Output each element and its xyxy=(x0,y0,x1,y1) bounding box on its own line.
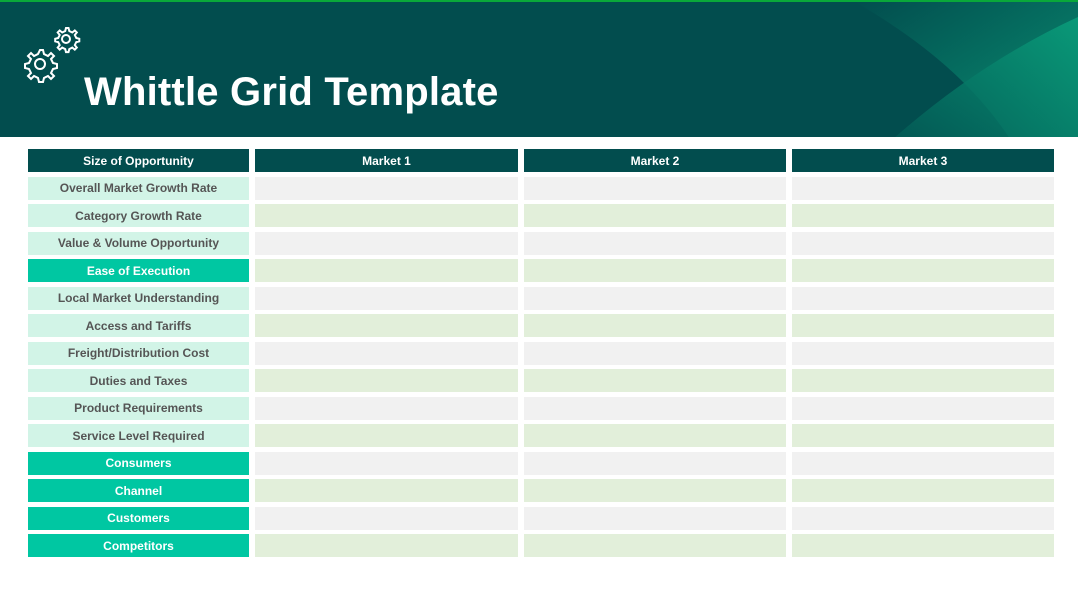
market-1-cell[interactable] xyxy=(255,259,518,282)
section-label: Customers xyxy=(28,506,249,530)
market-2-cell[interactable] xyxy=(524,534,786,557)
market-1-cell[interactable] xyxy=(255,506,518,530)
section-label: Channel xyxy=(28,479,249,502)
market-3-cell[interactable] xyxy=(792,176,1054,200)
market-2-cell[interactable] xyxy=(524,369,786,392)
column-header-market-2: Market 2 xyxy=(524,149,786,172)
market-3-cell[interactable] xyxy=(792,341,1054,365)
market-3-cell[interactable] xyxy=(792,451,1054,475)
market-1-cell[interactable] xyxy=(255,534,518,557)
section-label: Competitors xyxy=(28,534,249,557)
market-3-cell[interactable] xyxy=(792,424,1054,447)
row-label: Service Level Required xyxy=(28,424,249,447)
market-3-cell[interactable] xyxy=(792,231,1054,255)
market-2-cell[interactable] xyxy=(524,286,786,310)
market-2-cell[interactable] xyxy=(524,204,786,227)
market-1-cell[interactable] xyxy=(255,479,518,502)
gears-icon xyxy=(24,27,81,83)
row-label: Overall Market Growth Rate xyxy=(28,176,249,200)
row-label: Duties and Taxes xyxy=(28,369,249,392)
market-2-cell[interactable] xyxy=(524,341,786,365)
market-3-cell[interactable] xyxy=(792,204,1054,227)
market-3-cell[interactable] xyxy=(792,259,1054,282)
market-1-cell[interactable] xyxy=(255,176,518,200)
market-3-cell[interactable] xyxy=(792,396,1054,420)
market-2-cell[interactable] xyxy=(524,396,786,420)
market-1-cell[interactable] xyxy=(255,396,518,420)
market-2-cell[interactable] xyxy=(524,479,786,502)
market-3-cell[interactable] xyxy=(792,506,1054,530)
market-2-cell[interactable] xyxy=(524,424,786,447)
market-1-cell[interactable] xyxy=(255,231,518,255)
row-label: Freight/Distribution Cost xyxy=(28,341,249,365)
column-header-market-1: Market 1 xyxy=(255,149,518,172)
whittle-grid-table: Size of Opportunity Market 1 Market 2 Ma… xyxy=(28,149,1054,557)
market-3-cell[interactable] xyxy=(792,479,1054,502)
market-2-cell[interactable] xyxy=(524,259,786,282)
column-header-size-of-opportunity: Size of Opportunity xyxy=(28,149,249,172)
market-2-cell[interactable] xyxy=(524,451,786,475)
row-label: Value & Volume Opportunity xyxy=(28,231,249,255)
market-1-cell[interactable] xyxy=(255,314,518,337)
market-2-cell[interactable] xyxy=(524,314,786,337)
market-3-cell[interactable] xyxy=(792,534,1054,557)
header-banner: Whittle Grid Template xyxy=(0,0,1078,137)
section-label: Ease of Execution xyxy=(28,259,249,282)
column-header-market-3: Market 3 xyxy=(792,149,1054,172)
row-label: Local Market Understanding xyxy=(28,286,249,310)
row-label: Product Requirements xyxy=(28,396,249,420)
market-2-cell[interactable] xyxy=(524,506,786,530)
market-3-cell[interactable] xyxy=(792,286,1054,310)
market-1-cell[interactable] xyxy=(255,286,518,310)
page-title: Whittle Grid Template xyxy=(84,70,499,114)
market-1-cell[interactable] xyxy=(255,369,518,392)
market-1-cell[interactable] xyxy=(255,424,518,447)
market-3-cell[interactable] xyxy=(792,314,1054,337)
market-1-cell[interactable] xyxy=(255,341,518,365)
row-label: Access and Tariffs xyxy=(28,314,249,337)
section-label: Consumers xyxy=(28,451,249,475)
market-1-cell[interactable] xyxy=(255,451,518,475)
row-label: Category Growth Rate xyxy=(28,204,249,227)
market-3-cell[interactable] xyxy=(792,369,1054,392)
market-2-cell[interactable] xyxy=(524,176,786,200)
market-2-cell[interactable] xyxy=(524,231,786,255)
banner-decoration xyxy=(855,2,1078,137)
market-1-cell[interactable] xyxy=(255,204,518,227)
